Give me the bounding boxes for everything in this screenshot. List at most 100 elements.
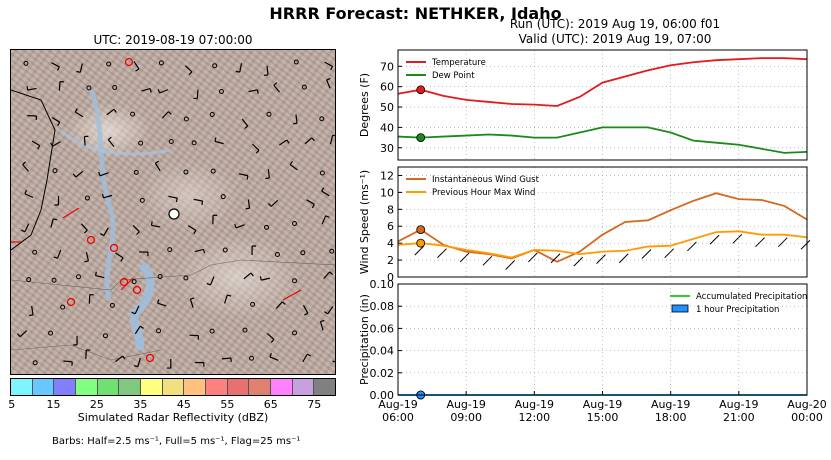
station-marker	[86, 235, 96, 245]
radar-map[interactable]	[10, 49, 336, 375]
map-title: UTC: 2019-08-19 07:00:00	[93, 33, 253, 47]
station-marker	[132, 285, 142, 295]
calm-wind-marker	[133, 169, 139, 175]
colorbar-swatch	[76, 379, 98, 395]
calm-wind-marker	[130, 111, 136, 117]
wind-barb	[261, 277, 271, 281]
calm-wind-marker	[48, 330, 54, 336]
wind-barb	[275, 301, 283, 309]
colorbar-tick-label: 25	[89, 398, 104, 411]
wind-barb-flag	[281, 301, 286, 305]
calm-wind-marker	[249, 355, 255, 361]
wind-barb	[269, 356, 279, 361]
wind-barb	[159, 89, 169, 94]
wind-barb-flag	[332, 134, 335, 137]
wind-barb	[50, 218, 54, 228]
wind-barb	[79, 63, 83, 73]
wind-barb	[137, 357, 141, 367]
calm-wind-marker	[274, 251, 280, 257]
calm-wind-marker	[52, 168, 58, 174]
river-line	[88, 89, 116, 301]
y-tick-label: 12	[380, 169, 394, 182]
wind-barb-flag	[269, 353, 272, 358]
wind-barb-flag	[234, 224, 237, 229]
y-tick-label: 40	[380, 121, 394, 134]
wind-barb-flag	[74, 108, 78, 113]
wind-barb-flag	[244, 125, 249, 130]
wind-barb-flag	[465, 252, 470, 257]
wind-barb	[266, 65, 269, 75]
wind-barb	[709, 237, 717, 245]
wind-barb	[267, 169, 270, 179]
wind-barb-flag	[206, 282, 211, 286]
colorbar-label: Simulated Radar Reflectivity (dBZ)	[77, 411, 269, 424]
wind-barb-flag	[738, 233, 743, 238]
calm-wind-marker	[218, 88, 224, 94]
wind-barb-flag	[443, 248, 447, 253]
chart-panel: 0 2 4 6 8 10 12 Wind Speed (ms⁻¹) Instantaneous …	[358, 166, 811, 284]
wind-barb	[133, 61, 140, 70]
wind-barb	[141, 88, 151, 92]
calm-wind-marker	[32, 360, 38, 366]
wind-barb-flag	[289, 160, 293, 165]
x-tick-label: Aug-19	[651, 398, 690, 411]
calm-wind-marker	[183, 275, 189, 281]
wind-barb	[321, 215, 327, 225]
wind-barb-flag	[94, 271, 97, 276]
y-tick-label: 4	[387, 237, 394, 250]
wind-barb-flag	[202, 249, 206, 254]
y-tick-label: 8	[387, 203, 394, 216]
wind-barb-flag	[26, 86, 29, 91]
x-tick-label: 18:00	[655, 411, 687, 424]
wind-barb	[85, 252, 89, 262]
barbs-note: Barbs: Half=2.5 ms⁻¹, Full=5 ms⁻¹, Flag=…	[52, 436, 301, 447]
colorbar-swatch	[97, 379, 120, 395]
wind-barb-flag	[304, 312, 309, 316]
calm-wind-marker	[139, 197, 145, 203]
calm-wind-marker	[222, 247, 228, 253]
county-boundary	[11, 344, 162, 361]
colorbar-swatch	[314, 379, 336, 395]
wind-barb-flag	[107, 136, 112, 141]
colorbar-swatch	[206, 379, 228, 395]
wind-barb-flag	[98, 171, 101, 177]
calm-wind-marker	[106, 61, 112, 67]
wind-barb-flag	[193, 230, 197, 235]
calm-wind-marker	[209, 328, 215, 334]
wind-barb-flag	[175, 198, 178, 203]
wind-barb-flag	[227, 294, 232, 297]
wind-barb	[80, 223, 88, 231]
wind-barb-flag	[83, 229, 88, 234]
wind-barb	[302, 305, 309, 314]
wind-barb-flag	[267, 203, 272, 207]
y-tick-label: 2	[387, 254, 394, 267]
wind-barb	[31, 140, 41, 147]
wind-barb	[641, 252, 649, 259]
wind-barb	[332, 360, 335, 363]
wind-barb	[52, 141, 61, 147]
wind-barb	[95, 275, 105, 279]
wind-barb-flag	[256, 89, 259, 94]
wind-barb	[157, 302, 167, 307]
wind-barb-flag	[670, 248, 675, 253]
wind-barb	[321, 190, 330, 197]
wind-barb	[194, 248, 204, 253]
y-tick-label: 6	[387, 220, 394, 233]
y-tick-label: 0.00	[370, 389, 395, 402]
wind-barb	[319, 321, 324, 331]
wind-barb-flag	[579, 256, 584, 261]
wind-barb-flag	[511, 260, 515, 264]
wind-barb-flag	[17, 333, 21, 338]
wind-barb-flag	[150, 221, 153, 226]
calm-wind-marker	[168, 138, 174, 144]
calm-wind-marker	[183, 169, 189, 175]
wind-barb-flag	[157, 299, 160, 304]
colorbar-swatch	[249, 379, 272, 395]
plot-frame	[397, 166, 808, 278]
wind-barb	[329, 135, 334, 145]
wind-barb-flag	[72, 173, 77, 178]
y-tick-label: 0.08	[370, 300, 395, 313]
calm-wind-marker	[291, 220, 297, 226]
station-marker	[119, 277, 129, 287]
